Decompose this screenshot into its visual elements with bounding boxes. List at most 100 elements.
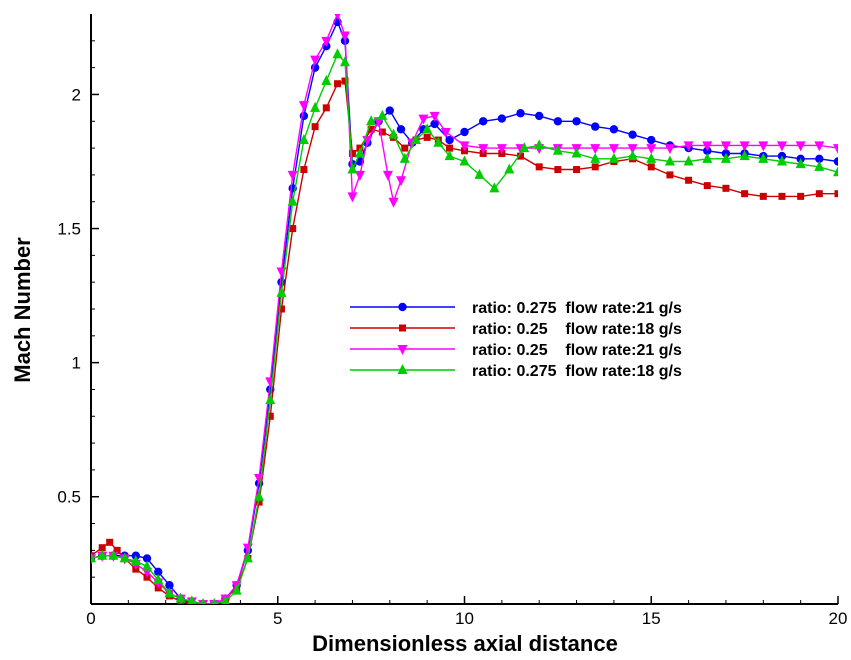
x-tick-label: 0 — [86, 609, 95, 628]
data-point — [91, 552, 96, 563]
x-tick-label: 20 — [829, 609, 848, 628]
legend-marker — [398, 302, 407, 312]
data-point — [347, 192, 358, 203]
data-point — [778, 192, 786, 200]
data-point — [298, 134, 309, 145]
data-point — [590, 152, 601, 163]
data-point — [535, 163, 543, 171]
data-point — [722, 184, 730, 192]
data-point — [534, 139, 545, 150]
y-tick-label: 1.5 — [57, 220, 81, 239]
data-point — [591, 122, 600, 131]
data-point — [460, 127, 469, 137]
data-point — [814, 160, 825, 171]
y-axis-ticks: 0.5 1 1.5 2 — [57, 40, 99, 578]
data-point — [758, 152, 769, 163]
data-point — [422, 123, 433, 134]
data-point — [573, 166, 581, 174]
data-point — [609, 125, 619, 134]
data-point — [815, 190, 823, 198]
data-point — [211, 598, 218, 604]
data-point — [497, 114, 507, 123]
data-point — [646, 152, 657, 163]
series-1 — [91, 17, 838, 604]
data-point — [608, 144, 619, 155]
data-point — [277, 305, 285, 313]
data-point — [287, 195, 298, 206]
data-point — [289, 225, 297, 233]
data-point — [797, 192, 805, 200]
data-point — [164, 587, 175, 598]
data-point — [254, 490, 265, 501]
data-point — [795, 158, 806, 169]
data-point — [366, 115, 377, 126]
data-point — [321, 75, 332, 86]
data-point — [221, 595, 230, 604]
data-point — [627, 150, 638, 161]
data-point — [354, 147, 365, 158]
data-point — [276, 286, 287, 297]
data-point — [445, 135, 454, 145]
data-point — [776, 155, 787, 166]
data-point — [535, 111, 544, 121]
data-point — [834, 190, 838, 198]
legend-item: ratio: 0.25 flow rate:21 g/s — [350, 342, 682, 359]
data-point — [572, 117, 581, 126]
series-line — [91, 14, 838, 604]
series-layer — [91, 14, 838, 604]
x-tick-label: 5 — [273, 609, 282, 628]
data-point — [153, 573, 164, 584]
data-point — [242, 552, 253, 563]
data-point — [459, 155, 470, 166]
data-point — [720, 152, 731, 163]
legend-item: ratio: 0.275 flow rate:21 g/s — [350, 300, 682, 317]
data-point — [646, 144, 657, 155]
legend-label: ratio: 0.275 flow rate:21 g/s — [472, 300, 682, 317]
data-point — [142, 554, 152, 563]
data-point — [795, 141, 806, 152]
series-4 — [91, 48, 838, 604]
data-point — [119, 552, 130, 563]
data-point — [98, 544, 106, 552]
data-point — [378, 128, 386, 136]
data-point — [298, 101, 309, 112]
data-point — [739, 150, 750, 161]
x-tick-label: 10 — [455, 609, 474, 628]
data-point — [429, 111, 440, 122]
legend-item: ratio: 0.25 flow rate:18 g/s — [350, 321, 682, 338]
data-point — [446, 144, 454, 152]
data-point — [430, 119, 439, 129]
data-point — [113, 546, 121, 554]
data-point — [310, 55, 321, 66]
data-point — [255, 498, 263, 506]
data-point — [553, 117, 563, 126]
data-point — [287, 170, 298, 181]
data-point — [388, 197, 399, 208]
data-point — [474, 168, 485, 179]
data-point — [647, 135, 656, 145]
data-point — [833, 166, 838, 177]
x-axis-title: Dimensionless axial distance — [312, 631, 618, 656]
data-point — [519, 142, 530, 153]
data-point — [97, 549, 108, 560]
data-point — [332, 48, 343, 59]
data-point — [401, 144, 409, 152]
legend-label: ratio: 0.275 flow rate:18 g/s — [472, 363, 682, 380]
legend-marker — [397, 364, 408, 374]
data-point — [106, 538, 114, 546]
data-point — [478, 117, 488, 126]
data-point — [591, 163, 599, 171]
data-point — [702, 141, 713, 152]
data-point — [664, 144, 675, 155]
data-point — [321, 36, 332, 47]
data-point — [666, 171, 674, 179]
data-point — [385, 106, 394, 115]
data-point — [175, 592, 186, 603]
data-point — [418, 114, 429, 125]
data-point — [187, 595, 197, 604]
data-point — [165, 581, 174, 590]
data-point — [396, 125, 406, 134]
legend-marker — [399, 324, 406, 332]
data-point — [517, 152, 525, 160]
data-point — [504, 163, 515, 174]
